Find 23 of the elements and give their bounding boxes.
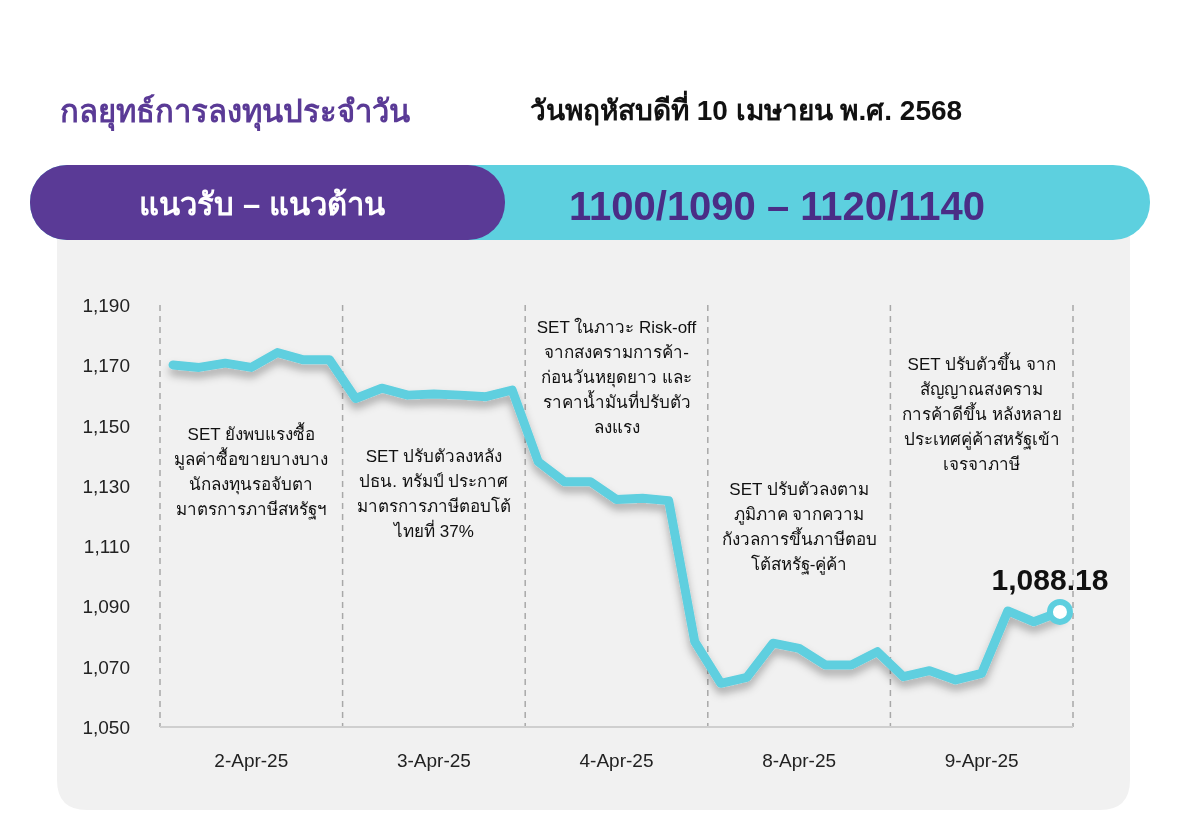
data-label: 1,088.18 (991, 562, 1109, 596)
y-tick-label: 1,070 (82, 656, 130, 678)
chart-subtitle: วันพฤหัสบดีที่ 10 เมษายน พ.ศ. 2568 (530, 90, 963, 126)
x-tick-label: 3-Apr-25 (396, 750, 471, 771)
x-tick-label: 9-Apr-25 (944, 750, 1019, 771)
annotation: SET ปรับตัวลงหลัง ปธน. ทรัมป์ ประกาศ มาตรการภาษีตอบโต้ ไทยที่ 37% (356, 447, 511, 541)
y-tick-label: 1,090 (82, 596, 130, 618)
y-tick-label: 1,190 (82, 295, 130, 316)
y-tick-label: 1,170 (82, 355, 130, 377)
text: แนวรับ – แนวต้าน (139, 187, 385, 222)
x-tick-label: 8-Apr-25 (762, 750, 837, 771)
x-tick-label: 2-Apr-25 (214, 750, 289, 771)
y-tick-label: 1,110 (83, 536, 130, 558)
y-tick-label: 1,050 (82, 717, 130, 738)
y-tick-label: 1,130 (82, 475, 130, 497)
text: 1100/1090 – 1120/1140 (568, 184, 986, 228)
chart-title: กลยุทธ์การลงทุนประจำวัน (60, 94, 410, 131)
annotation: SET ยังพบแรงซื้อ มูลค่าซื้อขายบางบาง นักลงทุนรอจับตา มาตรการภาษีสหรัฐฯ (174, 422, 329, 520)
y-tick-label: 1,150 (82, 415, 130, 437)
x-tick-label: 4-Apr-25 (579, 750, 654, 771)
annotation: SET ในภาวะ Risk-off จากสงครามการค้า- ก่อนวันหยุดยาว และ ราคาน้ำมันที่ปรับตัว ลงแรง (536, 317, 697, 437)
annotation: SET ปรับตัวขึ้น จาก สัญญาณสงคราม การค้าดีขึ้น หลังหลาย ประเทศคู่ค้าสหรัฐเข้า เจรจาภาษี (901, 352, 1062, 474)
annotation: SET ปรับตัวลงตาม ภูมิภาค จากความ กังวลการขึ้นภาษีตอบ โต้สหรัฐ-คู่ค้า (721, 480, 877, 575)
